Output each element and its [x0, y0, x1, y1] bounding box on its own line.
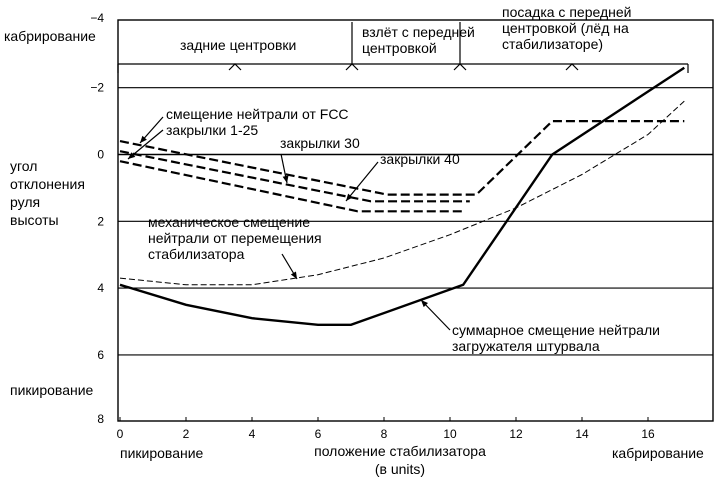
annotation-mechanical-shift: механическое смещение нейтрали от перемещ…	[148, 214, 322, 262]
x-tick-label: 14	[575, 427, 589, 441]
annotation-total-shift: суммарное смещение нейтрали загружателя ш…	[452, 322, 660, 354]
y-tick-label: 0	[97, 148, 104, 162]
x-axis-title: положение стабилизатора (в units)	[314, 443, 486, 477]
region-bracket-tick	[565, 63, 579, 71]
y-tick-label: 4	[97, 281, 104, 295]
leader-flaps-40	[345, 161, 379, 202]
y-down-label: пикирование	[10, 382, 94, 398]
region-bracket-tick	[228, 63, 242, 71]
x-tick-label: 8	[381, 427, 388, 441]
leader-flaps-1-25-head	[128, 152, 136, 159]
leader-flaps-1-25	[127, 129, 164, 160]
series-line-2	[119, 160, 464, 213]
series-line-4	[119, 66, 685, 326]
annotation-flaps-40: закрылки 40	[380, 151, 460, 167]
y-axis-title: угол отклонения руля высоты	[10, 158, 85, 228]
series-line-1	[119, 150, 470, 203]
x-high-label: кабрирование	[612, 445, 704, 461]
x-tick-label: 4	[249, 427, 256, 441]
region-label-landing: посадка с передней центровкой (лёд на стаб…	[502, 4, 631, 52]
leader-fcc-head	[140, 135, 147, 143]
x-tick-label: 0	[117, 427, 124, 441]
region-bracket-tick	[345, 63, 359, 71]
series-line-0	[119, 120, 685, 196]
series-layer	[119, 66, 685, 326]
x-tick-label: 12	[509, 427, 523, 441]
x-tick-label: 6	[315, 427, 322, 441]
region-bracket-tick	[453, 63, 467, 71]
y-tick-label: 8	[97, 412, 104, 426]
leader-flaps-40-head	[346, 193, 353, 201]
y-tick-label: −4	[90, 11, 104, 25]
grid-layer	[118, 87, 713, 356]
leader-flaps-30-head	[282, 175, 289, 183]
leader-mechanical-head	[290, 271, 297, 279]
series-line-3	[119, 100, 685, 286]
region-label-rear-cg: задние центровки	[180, 37, 296, 53]
y-tick-label: −2	[90, 81, 104, 95]
region-layer	[117, 22, 689, 73]
region-label-takeoff: взлёт с передней центровкой	[362, 24, 475, 56]
plot-frame	[117, 19, 714, 422]
x-tick-label: 16	[641, 427, 655, 441]
y-up-label: кабрирование	[4, 28, 96, 44]
axes-layer	[117, 19, 714, 422]
leader-total-head	[421, 300, 429, 308]
y-tick-label: 6	[97, 348, 104, 362]
x-low-label: пикирование	[120, 445, 204, 461]
annotation-fcc-flaps-1-25: смещение нейтрали от FCC закрылки 1-25	[166, 106, 349, 138]
y-tick-label: 2	[97, 214, 104, 228]
x-tick-label: 2	[183, 427, 190, 441]
x-tick-label: 10	[443, 427, 457, 441]
leader-layer	[127, 116, 451, 331]
annotation-flaps-30: закрылки 30	[280, 135, 360, 151]
